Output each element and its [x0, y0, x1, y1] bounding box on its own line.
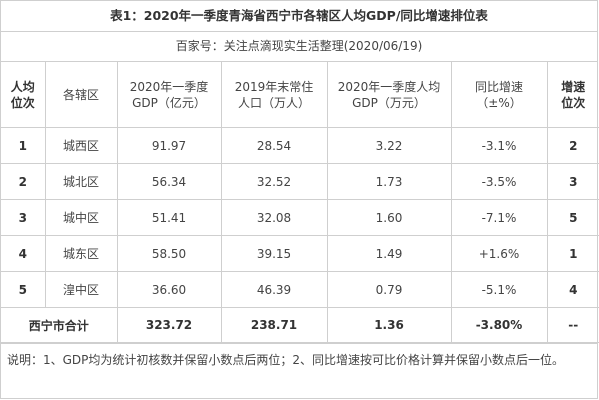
- cell-gdp: 58.50: [116, 235, 222, 272]
- table-row: 4 城东区 58.50 39.15 1.49 +1.6% 1: [1, 235, 599, 272]
- cell-population: 32.08: [220, 199, 328, 236]
- cell-district: 城北区: [44, 163, 118, 200]
- total-growth-rank: --: [546, 307, 599, 343]
- total-population: 238.71: [220, 307, 328, 343]
- source-line: 百家号：关注点滴现实生活整理(2020/06/19): [1, 32, 597, 62]
- cell-per-capita: 3.22: [326, 127, 452, 164]
- cell-growth: -5.1%: [450, 271, 548, 308]
- header-district-text: 各辖区: [62, 87, 99, 102]
- cell-growth-rank: 2: [546, 127, 599, 164]
- header-growth: 同比增速 （±%）: [450, 62, 548, 128]
- total-growth: -3.80%: [450, 307, 548, 343]
- header-per-capita: 2020年一季度人均 GDP（万元）: [326, 62, 452, 128]
- cell-growth-rank: 5: [546, 199, 599, 236]
- total-per-capita: 1.36: [326, 307, 452, 343]
- header-row: 人均 位次 各辖区 2020年一季度 GDP（亿元） 2019年末常住 人口（万…: [1, 62, 599, 128]
- cell-rank: 1: [1, 127, 46, 164]
- header-gdp-text: 2020年一季度 GDP（亿元）: [129, 79, 209, 110]
- cell-rank: 4: [1, 235, 46, 272]
- cell-district: 城中区: [44, 199, 118, 236]
- cell-district: 城西区: [44, 127, 118, 164]
- cell-gdp: 36.60: [116, 271, 222, 308]
- cell-growth-rank: 4: [546, 271, 599, 308]
- cell-growth-rank: 3: [546, 163, 599, 200]
- total-row: 西宁市合计 323.72 238.71 1.36 -3.80% --: [1, 307, 599, 343]
- table-row: 1 城西区 91.97 28.54 3.22 -3.1% 2: [1, 127, 599, 164]
- cell-per-capita: 0.79: [326, 271, 452, 308]
- cell-growth: -3.1%: [450, 127, 548, 164]
- cell-population: 39.15: [220, 235, 328, 272]
- cell-growth-rank: 1: [546, 235, 599, 272]
- total-gdp: 323.72: [116, 307, 222, 343]
- table-row: 5 湟中区 36.60 46.39 0.79 -5.1% 4: [1, 271, 599, 308]
- cell-rank: 3: [1, 199, 46, 236]
- header-population-text: 2019年末常住 人口（万人）: [234, 79, 314, 110]
- cell-per-capita: 1.73: [326, 163, 452, 200]
- cell-population: 46.39: [220, 271, 328, 308]
- cell-gdp: 51.41: [116, 199, 222, 236]
- cell-district: 城东区: [44, 235, 118, 272]
- header-gdp: 2020年一季度 GDP（亿元）: [116, 62, 222, 128]
- header-district: 各辖区: [44, 62, 118, 128]
- cell-growth: +1.6%: [450, 235, 548, 272]
- header-per-capita-text: 2020年一季度人均 GDP（万元）: [337, 79, 441, 110]
- cell-district: 湟中区: [44, 271, 118, 308]
- table-title: 表1：2020年一季度青海省西宁市各辖区人均GDP/同比增速排位表: [1, 1, 597, 32]
- cell-gdp: 91.97: [116, 127, 222, 164]
- cell-growth: -3.5%: [450, 163, 548, 200]
- table-row: 3 城中区 51.41 32.08 1.60 -7.1% 5: [1, 199, 599, 236]
- footnote: 说明：1、GDP均为统计初核数并保留小数点后两位；2、同比增速按可比价格计算并保…: [1, 343, 597, 372]
- cell-growth: -7.1%: [450, 199, 548, 236]
- header-rank: 人均 位次: [1, 62, 46, 128]
- header-population: 2019年末常住 人口（万人）: [220, 62, 328, 128]
- cell-population: 32.52: [220, 163, 328, 200]
- cell-per-capita: 1.60: [326, 199, 452, 236]
- header-growth-rank: 增速 位次: [546, 62, 599, 128]
- cell-rank: 5: [1, 271, 46, 308]
- cell-per-capita: 1.49: [326, 235, 452, 272]
- cell-population: 28.54: [220, 127, 328, 164]
- table-row: 2 城北区 56.34 32.52 1.73 -3.5% 3: [1, 163, 599, 200]
- cell-gdp: 56.34: [116, 163, 222, 200]
- header-rank-text: 人均 位次: [10, 79, 35, 110]
- total-label: 西宁市合计: [1, 307, 118, 343]
- header-growth-text: 同比增速 （±%）: [474, 79, 523, 110]
- header-growth-rank-text: 增速 位次: [561, 79, 586, 110]
- gdp-table: 人均 位次 各辖区 2020年一季度 GDP（亿元） 2019年末常住 人口（万…: [1, 62, 599, 343]
- cell-rank: 2: [1, 163, 46, 200]
